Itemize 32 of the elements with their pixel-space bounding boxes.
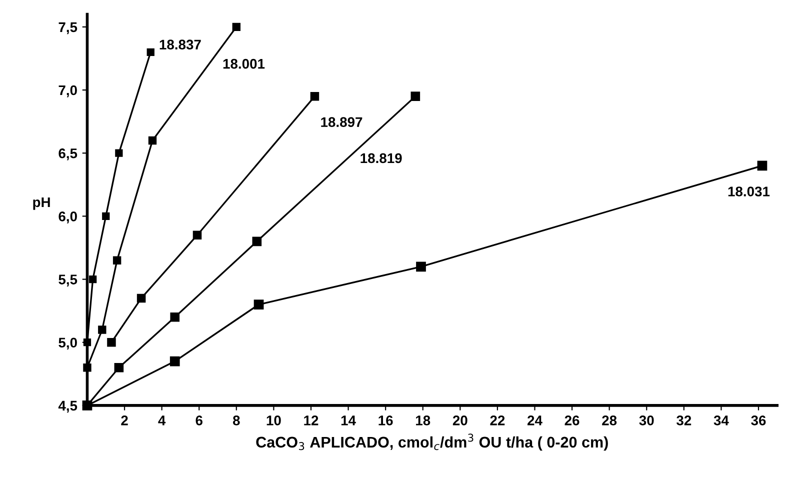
x-tick-label: 30	[639, 416, 654, 426]
y-tick-label: 6,0	[58, 212, 77, 224]
y-axis-title: pH	[33, 197, 50, 210]
x-tick-label: 16	[378, 416, 393, 426]
x-tick-label: 36	[751, 416, 766, 426]
x-tick-label: 4	[158, 416, 166, 426]
x-tick-label: 2	[121, 416, 128, 426]
y-tick-label: 5,0	[58, 338, 77, 350]
y-tick-label: 7,0	[58, 85, 77, 98]
x-tick-label: 20	[452, 416, 468, 426]
series-label: 18.837	[160, 40, 201, 50]
x-tick-label: 26	[564, 416, 580, 426]
y-tick-label: 6,5	[58, 148, 78, 160]
x-tick-label: 14	[341, 416, 356, 426]
y-tick-label: 5,5	[58, 274, 78, 286]
series-label: 18.819	[360, 153, 402, 164]
y-tick-label: 4,5	[58, 400, 78, 413]
x-tick-label: 32	[676, 416, 692, 426]
x-tick-label: 10	[266, 416, 281, 426]
series-label: 18.001	[223, 58, 265, 69]
x-tick-label: 8	[232, 416, 240, 426]
x-tick-label: 28	[602, 416, 617, 426]
series-label: 18.031	[728, 186, 770, 196]
series-label: 18.897	[321, 117, 362, 128]
x-tick-label: 6	[196, 416, 202, 426]
x-tick-label: 18	[416, 416, 430, 426]
x-tick-label: 12	[304, 416, 318, 426]
x-tick-label: 22	[490, 416, 505, 426]
x-tick-label: 24	[527, 416, 542, 426]
x-axis-title: CaCO$_{3}$ APLICADO, cmol$_{c}$/dm$^{3}$ OU t/ha ( 0-20 cm)	[256, 434, 608, 451]
y-tick-label: 7,5	[58, 22, 78, 34]
x-tick-label: 34	[714, 416, 729, 426]
